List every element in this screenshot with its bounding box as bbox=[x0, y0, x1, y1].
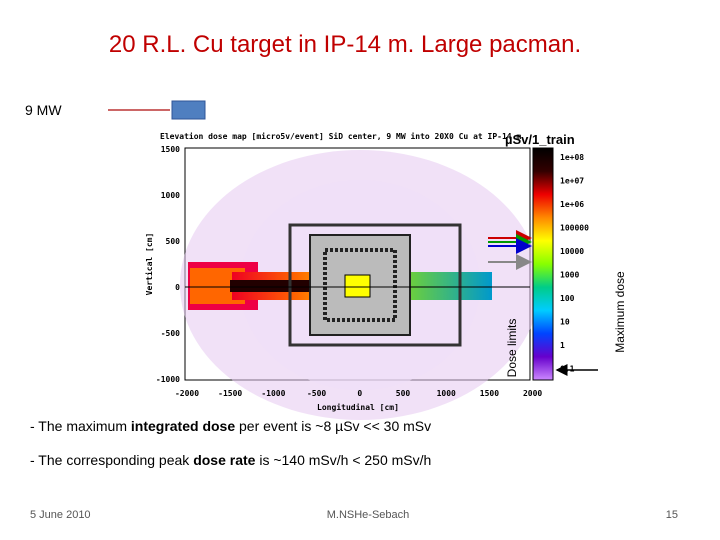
colorbar-tick-label: 1e+06 bbox=[560, 200, 584, 209]
maximum-dose-label: Maximum dose bbox=[613, 271, 627, 353]
colorbar-tick-label: 1e+07 bbox=[560, 177, 584, 186]
unit-label: µSv/1_train bbox=[505, 132, 575, 147]
page-number: 15 bbox=[666, 509, 678, 521]
footer-author: M.NSHe-Sebach bbox=[327, 509, 410, 521]
bullet-segment: - The corresponding peak bbox=[30, 452, 193, 468]
x-tick-label: -500 bbox=[307, 389, 326, 398]
colorbar-tick-label: 1e+08 bbox=[560, 153, 584, 162]
dose-map bbox=[180, 150, 540, 420]
slide-title: 20 R.L. Cu target in IP-14 m. Large pacm… bbox=[109, 31, 581, 58]
bullet: - The maximum integrated dose per event … bbox=[30, 418, 431, 434]
beam-label: 9 MW bbox=[25, 102, 62, 118]
plot-title: Elevation dose map [micro5v/event] SiD c… bbox=[160, 131, 521, 141]
beam-box bbox=[171, 100, 206, 120]
y-tick-label: 1000 bbox=[161, 191, 180, 200]
x-tick-label: -1000 bbox=[261, 389, 285, 398]
x-tick-label: 1500 bbox=[480, 389, 499, 398]
x-tick-label: 500 bbox=[396, 389, 411, 398]
y-tick-label: -500 bbox=[161, 329, 180, 338]
x-axis-label: Longitudinal [cm] bbox=[317, 402, 399, 412]
y-axis-label: Vertical [cm] bbox=[144, 233, 154, 296]
bullet-segment: is ~140 mSv/h < 250 mSv/h bbox=[255, 452, 431, 468]
colorbar-tick-label: 100000 bbox=[560, 224, 589, 233]
y-tick-label: 0 bbox=[175, 283, 180, 292]
bullet-segment: dose rate bbox=[193, 452, 255, 468]
bullets: - The maximum integrated dose per event … bbox=[30, 418, 431, 468]
y-tick-label: 500 bbox=[166, 237, 181, 246]
bullet: - The corresponding peak dose rate is ~1… bbox=[30, 452, 431, 468]
colorbar-tick-label: 10000 bbox=[560, 247, 584, 256]
colorbar-tick-label: 10 bbox=[560, 318, 570, 327]
colorbar-tick-label: 0.1 bbox=[560, 365, 575, 374]
colorbar-tick-label: 100 bbox=[560, 294, 575, 303]
y-tick-label: 1500 bbox=[161, 145, 180, 154]
bullet-segment: per event is ~8 µSv << 30 mSv bbox=[235, 418, 431, 434]
dose-limits-label: Dose limits bbox=[505, 319, 519, 378]
x-tick-label: -1500 bbox=[218, 389, 242, 398]
footer-date: 5 June 2010 bbox=[30, 509, 91, 521]
y-tick-label: -1000 bbox=[156, 375, 180, 384]
x-tick-label: -2000 bbox=[175, 389, 199, 398]
bullet-segment: integrated dose bbox=[131, 418, 235, 434]
x-tick-label: 2000 bbox=[523, 389, 542, 398]
limit-arrows bbox=[488, 230, 598, 376]
x-tick-label: 1000 bbox=[437, 389, 456, 398]
colorbar bbox=[532, 147, 554, 381]
colorbar-tick-label: 1 bbox=[560, 341, 565, 350]
x-tick-label: 0 bbox=[357, 389, 362, 398]
colorbar-tick-label: 1000 bbox=[560, 271, 579, 280]
bullet-segment: - The maximum bbox=[30, 418, 131, 434]
